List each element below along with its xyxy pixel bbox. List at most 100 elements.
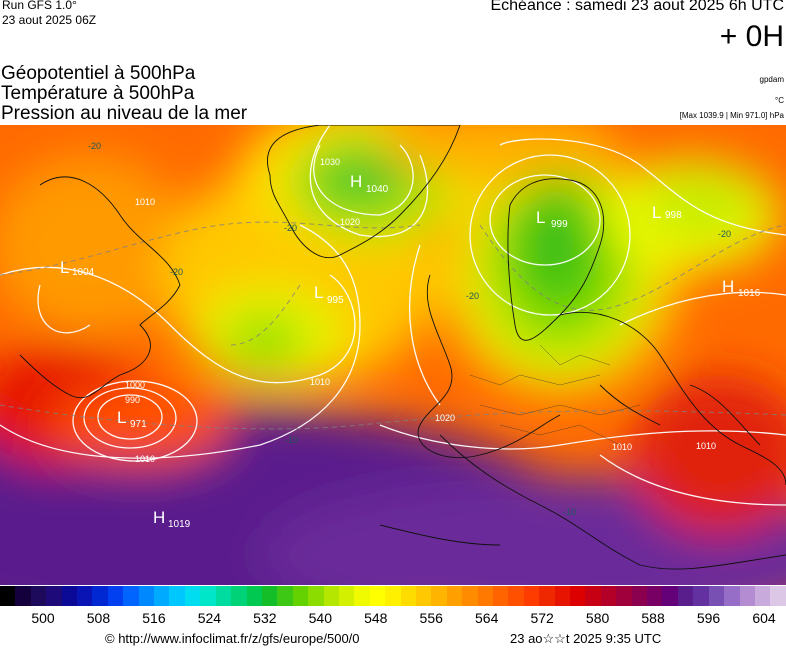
isotherm-label: -20 xyxy=(284,223,297,233)
geopotential-field xyxy=(0,125,786,585)
isotherm-label: -20 xyxy=(466,291,479,301)
variable-pressure: Pression au niveau de la mer xyxy=(1,103,248,124)
source-credit: © http://www.infoclimat.fr/z/gfs/europe/… xyxy=(105,631,360,646)
svg-text:H: H xyxy=(153,508,165,527)
isobar-label: 1010 xyxy=(612,442,632,452)
color-scale-cell xyxy=(585,586,601,606)
svg-text:1004: 1004 xyxy=(72,267,95,278)
forecast-lead-time: + 0H xyxy=(719,20,784,53)
run-date: 23 aout 2025 06Z xyxy=(2,13,97,27)
svg-text:H: H xyxy=(350,172,362,191)
color-scale xyxy=(0,586,786,606)
variable-temperature: Température à 500hPa xyxy=(1,83,195,104)
center-low-1004: L 1004 xyxy=(60,258,95,278)
isobars xyxy=(0,125,786,506)
color-scale-cell xyxy=(77,586,93,606)
run-title: Run GFS 1.0° xyxy=(2,0,77,12)
forecast-valid-time: Echéance : samedi 23 aout 2025 6h UTC xyxy=(490,0,784,14)
isotherm-label: -20 xyxy=(718,229,731,239)
isotherm-labels: -20 -20 -20 -20 -20 -10 -10 xyxy=(88,141,731,517)
unit-celsius: °C xyxy=(775,96,784,105)
isobar-label: 1010 xyxy=(696,441,716,451)
color-scale-cell xyxy=(107,586,124,606)
color-scale-cell xyxy=(754,586,771,606)
color-scale-tick-label: 524 xyxy=(197,610,222,626)
color-scale-tick-label: 540 xyxy=(308,610,332,626)
svg-text:971: 971 xyxy=(130,419,147,430)
color-scale-cell xyxy=(647,586,663,606)
color-scale-tick-label: 564 xyxy=(475,610,499,626)
color-scale-cell xyxy=(323,586,339,606)
color-scale-cell xyxy=(523,586,540,606)
svg-text:H: H xyxy=(722,277,734,296)
color-scale-cell xyxy=(46,586,62,606)
color-scale-cell xyxy=(123,586,139,606)
color-scale-cell xyxy=(292,586,309,606)
center-low-999: L 999 xyxy=(536,208,568,230)
color-scale-tick-label: 556 xyxy=(419,610,443,626)
color-scale-cell xyxy=(15,586,31,606)
svg-text:L: L xyxy=(314,283,323,302)
isotherm-label: -20 xyxy=(170,267,183,277)
isotherms xyxy=(0,221,786,430)
color-scale-cell xyxy=(92,586,108,606)
color-scale-cell xyxy=(154,586,170,606)
color-scale-cell xyxy=(693,586,709,606)
svg-text:1016: 1016 xyxy=(738,288,761,299)
coastlines xyxy=(19,125,786,570)
unit-gpdam: gpdam xyxy=(759,75,784,84)
color-scale-cell xyxy=(508,586,524,606)
isobar-label: 1020 xyxy=(340,217,360,227)
color-scale-cell xyxy=(415,586,432,606)
color-scale-cell xyxy=(385,586,401,606)
color-scale-cell xyxy=(493,586,509,606)
svg-text:995: 995 xyxy=(327,295,344,306)
color-scale-cell xyxy=(554,586,571,606)
color-scale-cell xyxy=(169,586,185,606)
color-scale-cell xyxy=(246,586,262,606)
generation-time: 23 ao☆☆t 2025 9:35 UTC xyxy=(510,631,662,646)
color-scale-cell xyxy=(724,586,740,606)
color-scale-cell xyxy=(477,586,493,606)
color-scale-cell xyxy=(308,586,324,606)
center-low-971: L 971 xyxy=(117,408,147,430)
isobar-label: 1030 xyxy=(320,157,340,167)
weather-map: H 1040 L 999 L 998 L 1004 L 995 H 1016 L… xyxy=(0,125,786,585)
color-scale-cell xyxy=(662,586,678,606)
center-high-1016: H 1016 xyxy=(722,277,761,299)
color-scale-cell xyxy=(231,586,247,606)
svg-text:L: L xyxy=(536,208,545,227)
color-scale-cell xyxy=(184,586,201,606)
isobar-label: 990 xyxy=(125,395,140,405)
svg-text:998: 998 xyxy=(665,210,682,221)
color-scale-cell xyxy=(770,586,786,606)
borders xyxy=(469,344,641,446)
isobar-labels: 1010 1020 1030 1000 990 1020 1010 1010 1… xyxy=(125,157,716,464)
color-scale-cell xyxy=(354,586,370,606)
isobar-label: 1010 xyxy=(135,454,155,464)
color-scale-cell xyxy=(61,586,78,606)
color-scale-cell xyxy=(338,586,355,606)
color-scale-cell xyxy=(600,586,617,606)
color-scale-cell xyxy=(462,586,478,606)
isobar-label: 1010 xyxy=(310,377,330,387)
svg-text:L: L xyxy=(652,203,661,222)
color-scale-cell xyxy=(708,586,725,606)
color-scale-cell xyxy=(616,586,632,606)
isobar-label: 1010 xyxy=(135,197,155,207)
color-scale-cell xyxy=(0,586,16,606)
center-high-1019: H 1019 xyxy=(153,508,191,530)
center-low-998: L 998 xyxy=(652,203,682,222)
isobar-label: 1000 xyxy=(125,380,145,390)
color-scale-tick-label: 500 xyxy=(31,610,55,626)
pressure-centers: H 1040 L 999 L 998 L 1004 L 995 H 1016 L… xyxy=(60,172,761,530)
color-scale-cell xyxy=(200,586,216,606)
svg-text:L: L xyxy=(60,258,69,277)
color-scale-ticks: 500 508 516 524 532 540 548 556 564 572 580 588 596 6… xyxy=(0,610,786,628)
svg-text:1040: 1040 xyxy=(366,184,389,195)
color-scale-tick-label: 580 xyxy=(585,610,610,626)
pressure-range: [Max 1039.9 | Min 971.0] hPa xyxy=(679,111,784,120)
center-low-995: L 995 xyxy=(314,283,344,306)
color-scale-cell xyxy=(677,586,694,606)
svg-text:L: L xyxy=(117,408,126,427)
